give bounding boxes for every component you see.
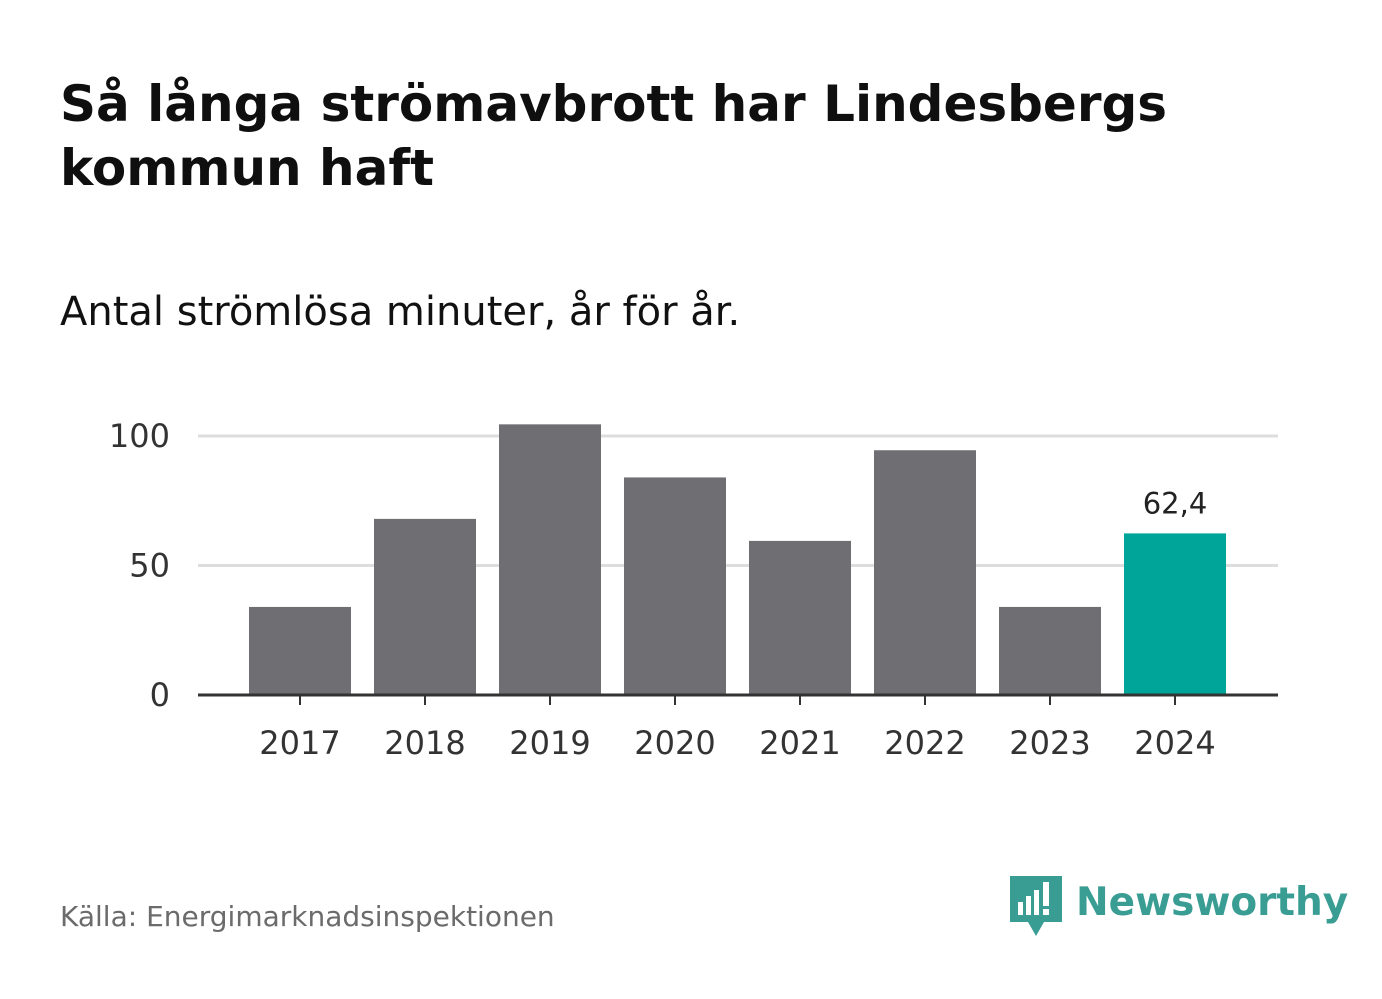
brand-logo: Newsworthy [1010,876,1348,940]
bar-2022 [874,450,976,695]
y-tick-label: 50 [129,547,170,585]
y-tick-label: 100 [109,417,170,455]
x-tick-label: 2021 [759,724,840,762]
newsworthy-logo-icon [1010,876,1062,936]
x-tick-label: 2019 [509,724,590,762]
x-tick-label: 2024 [1134,724,1215,762]
source-note: Källa: Energimarknadsinspektionen [60,900,555,933]
bar-2021 [749,540,851,695]
bar-2023 [999,606,1101,695]
x-tick-label: 2023 [1009,724,1090,762]
x-tick-label: 2020 [634,724,715,762]
y-tick-label: 0 [150,676,170,714]
x-tick-label: 2018 [384,724,465,762]
x-tick-label: 2017 [259,724,340,762]
bar-2020 [624,477,726,695]
chart-subtitle: Antal strömlösa minuter, år för år. [60,289,741,335]
x-tick-label: 2022 [884,724,965,762]
bar-2024 [1124,533,1226,695]
chart-title: Så långa strömavbrott har Lindesbergs ko… [60,75,1168,197]
bar-2018 [374,518,476,695]
brand-name: Newsworthy [1076,880,1349,925]
data-label: 62,4 [1143,486,1208,520]
bar-2017 [249,606,351,695]
bar-2019 [499,424,601,695]
